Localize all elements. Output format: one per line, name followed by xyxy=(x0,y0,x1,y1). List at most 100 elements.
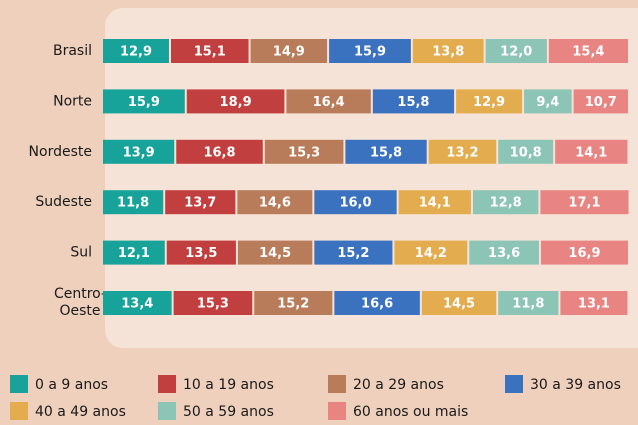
legend-swatch xyxy=(328,375,346,393)
bar-segment xyxy=(421,291,497,315)
bar-segment xyxy=(103,139,175,164)
legend-swatch xyxy=(158,402,176,420)
value-label: 9,4 xyxy=(536,95,559,110)
category-label: Sul xyxy=(70,245,92,261)
value-label: 16,8 xyxy=(203,145,235,160)
value-label: 16,9 xyxy=(568,246,600,261)
legend-label: 10 a 19 anos xyxy=(183,377,274,393)
bar-segment xyxy=(314,190,397,215)
bar-segment xyxy=(540,190,629,215)
bar-segment xyxy=(412,39,484,63)
value-label: 12,9 xyxy=(120,45,152,60)
value-label: 12,9 xyxy=(473,95,505,110)
bar-segment xyxy=(103,240,165,265)
bar-segment xyxy=(485,39,547,63)
bar-segment xyxy=(498,139,554,164)
bar-segment xyxy=(394,240,468,265)
value-label: 15,4 xyxy=(572,45,604,60)
category-label: Centro-Oeste xyxy=(54,286,106,319)
bar-segment xyxy=(103,39,169,63)
value-label: 17,1 xyxy=(568,196,600,211)
bar-segment xyxy=(237,240,313,265)
bar-segment xyxy=(372,89,455,114)
legend-label: 40 a 49 anos xyxy=(35,404,126,420)
legend-label: 60 anos ou mais xyxy=(353,404,468,420)
category-label: Norte xyxy=(53,93,92,109)
legend-label: 0 a 9 anos xyxy=(35,377,108,393)
value-label: 12,0 xyxy=(500,45,532,60)
bar-segment xyxy=(176,139,263,164)
legend-swatch xyxy=(10,375,28,393)
bar-segment xyxy=(345,139,427,164)
value-label: 13,8 xyxy=(432,45,464,60)
value-label: 14,5 xyxy=(259,246,291,261)
value-label: 15,2 xyxy=(277,297,309,312)
bar-segment xyxy=(170,39,249,63)
bar-segment xyxy=(165,190,236,215)
bar-segment xyxy=(428,139,497,164)
value-label: 10,8 xyxy=(510,145,542,160)
bar-segment xyxy=(329,39,411,63)
bar-segment xyxy=(548,39,628,63)
bar-segment xyxy=(314,240,393,265)
value-label: 13,7 xyxy=(184,196,216,211)
bar-segment xyxy=(334,291,420,315)
bar-segment xyxy=(469,240,539,265)
bar-segment xyxy=(540,240,628,265)
bar-segment xyxy=(264,139,344,164)
bar-segment xyxy=(103,291,172,315)
bar-segment xyxy=(524,89,572,114)
bar-segment xyxy=(173,291,253,315)
legend-label: 20 a 29 anos xyxy=(353,377,444,393)
bar-segment xyxy=(250,39,328,63)
value-label: 15,3 xyxy=(197,297,229,312)
legend-swatch xyxy=(10,402,28,420)
value-label: 15,8 xyxy=(397,95,429,110)
bar-segment xyxy=(555,139,628,164)
value-label: 13,2 xyxy=(446,145,478,160)
bar-segment xyxy=(103,89,185,114)
bar-segment xyxy=(456,89,523,114)
value-label: 14,2 xyxy=(415,246,447,261)
value-label: 13,6 xyxy=(488,246,520,261)
bar-segment xyxy=(472,190,539,215)
value-label: 12,8 xyxy=(490,196,522,211)
bar-segment xyxy=(398,190,471,215)
category-label: Brasil xyxy=(53,43,92,59)
value-label: 13,9 xyxy=(123,145,155,160)
legend-swatch xyxy=(328,402,346,420)
bar-segment xyxy=(166,240,236,265)
value-label: 15,9 xyxy=(354,45,386,60)
bar-segment xyxy=(254,291,333,315)
value-label: 10,7 xyxy=(585,95,617,110)
value-label: 14,1 xyxy=(575,145,607,160)
bar-segment xyxy=(286,89,371,114)
value-label: 15,1 xyxy=(194,45,226,60)
value-label: 11,8 xyxy=(512,297,544,312)
bar-segment xyxy=(186,89,285,114)
value-label: 15,9 xyxy=(128,95,160,110)
value-label: 14,9 xyxy=(273,45,305,60)
value-label: 13,5 xyxy=(185,246,217,261)
category-label: Nordeste xyxy=(29,144,92,160)
value-label: 14,5 xyxy=(443,297,475,312)
value-label: 15,2 xyxy=(337,246,369,261)
legend-label: 50 a 59 anos xyxy=(183,404,274,420)
bar-segment xyxy=(237,190,313,215)
bar-segment xyxy=(498,291,559,315)
legend-label: 30 a 39 anos xyxy=(530,377,621,393)
bar-segment xyxy=(560,291,628,315)
value-label: 13,1 xyxy=(578,297,610,312)
value-label: 16,6 xyxy=(361,297,393,312)
value-label: 16,0 xyxy=(339,196,371,211)
value-label: 14,1 xyxy=(419,196,451,211)
value-label: 18,9 xyxy=(220,95,252,110)
value-label: 14,6 xyxy=(259,196,291,211)
value-label: 12,1 xyxy=(118,246,150,261)
value-label: 16,4 xyxy=(313,95,345,110)
bar-segment xyxy=(103,190,164,215)
legend-swatch xyxy=(158,375,176,393)
value-label: 15,8 xyxy=(370,145,402,160)
category-label: Sudeste xyxy=(35,194,92,210)
